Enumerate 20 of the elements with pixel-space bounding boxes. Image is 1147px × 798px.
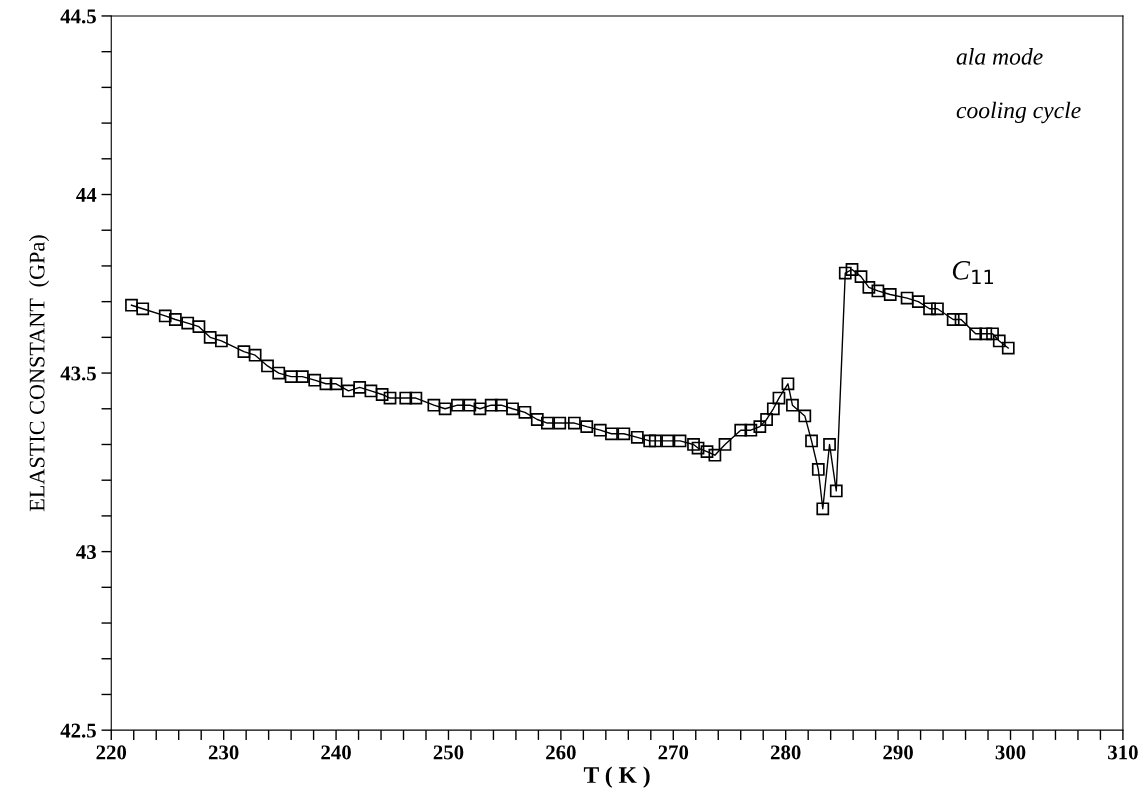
y-axis-title: ELASTIC CONSTANT (GPa) bbox=[28, 235, 50, 512]
y-tick-label: 42.5 bbox=[60, 723, 96, 738]
y-tick-label: 43.5 bbox=[60, 366, 96, 381]
x-tick-label: 270 bbox=[658, 745, 689, 760]
y-tick-label: 44.5 bbox=[60, 9, 96, 24]
annotation: cooling cycle bbox=[956, 101, 1081, 124]
x-tick-label: 230 bbox=[208, 745, 239, 760]
y-tick-label: 43 bbox=[76, 545, 96, 560]
series-label: C$_{11}$ bbox=[952, 261, 994, 284]
annotation: ala mode bbox=[956, 48, 1043, 65]
x-tick-label: 260 bbox=[546, 745, 576, 760]
x-axis-title: T ( K ) bbox=[583, 766, 650, 788]
x-tick-label: 280 bbox=[770, 745, 801, 760]
x-tick-label: 290 bbox=[883, 745, 913, 760]
x-tick-label: 310 bbox=[1108, 745, 1138, 760]
x-tick-label: 250 bbox=[433, 745, 464, 760]
x-tick-label: 300 bbox=[995, 745, 1026, 760]
x-tick-label: 220 bbox=[96, 745, 127, 760]
x-tick-label: 240 bbox=[321, 745, 351, 760]
y-tick-label: 44 bbox=[76, 188, 97, 202]
